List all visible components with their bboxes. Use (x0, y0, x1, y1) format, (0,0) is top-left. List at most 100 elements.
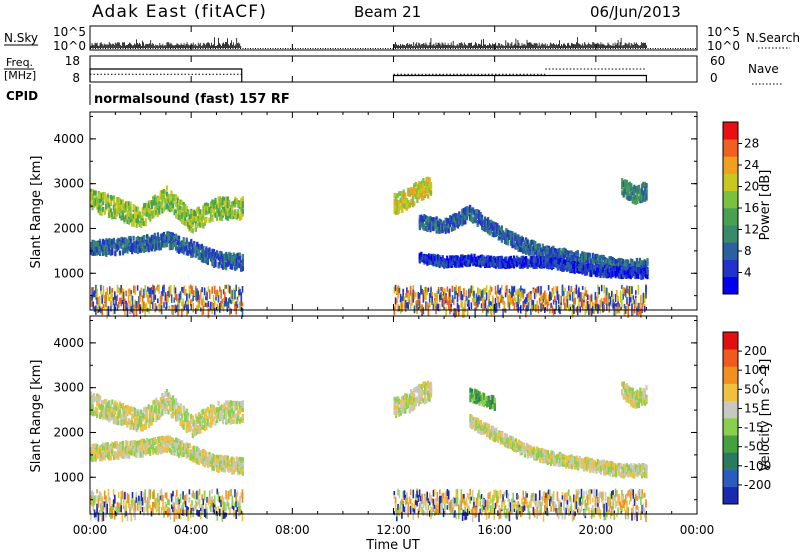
echo-band-f (621, 178, 648, 205)
y-tick-label: 3000 (53, 177, 84, 191)
beam-title: Beam 21 (354, 3, 421, 21)
power-y-ticks: 4000 3000 2000 1000 (53, 115, 697, 297)
colorbar-swatch (723, 383, 738, 402)
colorbar-tick-label: -15 (744, 421, 764, 435)
colorbar-swatch (723, 452, 738, 470)
colorbar-tick-label: -200 (744, 478, 771, 492)
colorbar-swatch (723, 225, 738, 243)
velocity-colorbar: 200 100 50 15 -15 -50 -100 -200 (722, 331, 771, 505)
colorbar-tick-label: -100 (744, 459, 771, 473)
nsearch-tick-top: 10^5 (707, 25, 740, 39)
colorbar-swatch (723, 173, 738, 192)
colorbar-swatch (723, 139, 738, 157)
colorbar-swatch (723, 276, 738, 295)
freq-label-2: [MHz] (4, 69, 36, 82)
nsky-tick-top: 10^5 (53, 25, 86, 39)
y-tick-label: 2000 (53, 221, 84, 235)
colorbar-swatch (723, 366, 738, 384)
colorbar-tick-label: 8 (744, 244, 752, 258)
power-y-label: Slant Range [km] (29, 156, 44, 269)
colorbar-swatch (723, 190, 738, 209)
near-range-echoes (90, 488, 647, 523)
colorbar-swatch (723, 400, 738, 419)
x-tick-label: 00:00 (73, 523, 108, 537)
freq-trace (89, 68, 648, 82)
nsearch-label: N.Search (746, 31, 800, 45)
x-tick-label: 08:00 (275, 523, 310, 537)
colorbar-tick-label: 28 (744, 137, 759, 151)
x-tick-label: 12:00 (376, 523, 411, 537)
echo-band-e (418, 251, 649, 280)
noise-panel: N.Sky 10^5 10^0 10^5 10^0 N.Search (4, 25, 800, 53)
velocity-colorbar-label: Velocity [m s^-1] (758, 359, 773, 472)
nsearch-tick-bottom: 10^0 (707, 39, 740, 53)
colorbar-swatch (723, 332, 738, 350)
colorbar-swatch (723, 435, 738, 453)
echo-band-f (621, 381, 648, 409)
colorbar-tick-label: 4 (744, 266, 752, 280)
nave-tick-bottom: 0 (710, 71, 718, 85)
colorbar-swatch (723, 208, 738, 226)
freq-tick-bottom: 8 (72, 71, 80, 85)
x-axis-ticks: 00:00 04:00 08:00 12:00 16:00 20:00 00:00 (73, 26, 715, 537)
y-tick-label: 1000 (53, 266, 84, 280)
echo-band-c (393, 176, 433, 215)
power-panel: 4000 3000 2000 1000 Slant Range [km] 28 24 20… (29, 111, 773, 319)
date-title: 06/Jun/2013 (590, 3, 681, 21)
y-tick-label: 2000 (53, 425, 84, 439)
colorbar-tick-label: 100 (744, 363, 767, 377)
colorbar-swatch (723, 259, 738, 278)
echo-band-b (90, 231, 244, 272)
y-tick-label: 4000 (53, 336, 84, 350)
velocity-panel: 4000 3000 2000 1000 Slant Range [km] 200 100… (29, 315, 773, 523)
colorbar-swatch (723, 486, 738, 505)
x-tick-label: 16:00 (477, 523, 512, 537)
colorbar-tick-label: -50 (744, 440, 764, 454)
y-tick-label: 3000 (53, 381, 84, 395)
colorbar-tick-label: 20 (744, 180, 759, 194)
echo-band-a (90, 185, 244, 234)
power-colorbar: 28 24 20 16 12 8 4 (722, 121, 759, 295)
echo-band-c (393, 380, 433, 418)
nave-label: Nave (748, 62, 779, 76)
echo-band-d (469, 414, 648, 479)
site-title: Adak East (fitACF) (92, 2, 267, 22)
colorbar-swatch (723, 242, 738, 260)
velocity-y-label: Slant Range [km] (29, 360, 44, 473)
colorbar-tick-label: 50 (744, 382, 759, 396)
colorbar-tick-label: 15 (744, 401, 759, 415)
freq-label-1: Freq. (6, 56, 33, 69)
x-tick-label: 20:00 (579, 523, 614, 537)
power-colorbar-label: Power [dB] (758, 170, 773, 241)
nsky-tick-bottom: 10^0 (53, 39, 86, 53)
nave-tick-top: 60 (710, 54, 725, 68)
colorbar-swatch (723, 349, 738, 367)
colorbar-tick-label: 16 (744, 201, 759, 215)
freq-step (89, 68, 243, 82)
velocity-field (90, 380, 648, 523)
x-axis-title: Time UT (365, 538, 419, 553)
colorbar-tick-label: 12 (744, 223, 759, 237)
near-range-echoes (90, 284, 647, 319)
y-tick-label: 4000 (53, 132, 84, 146)
colorbar-swatch (723, 469, 738, 488)
nsky-label: N.Sky (4, 31, 38, 45)
power-field (90, 176, 649, 319)
echo-band-g (469, 387, 496, 411)
colorbar-tick-label: 200 (744, 344, 767, 358)
freq-tick-top: 18 (65, 54, 80, 68)
freq-step (392, 74, 648, 82)
colorbar-swatch (723, 418, 738, 436)
echo-band-b (90, 435, 244, 476)
colorbar-swatch (723, 122, 738, 140)
cpid-label: CPID (6, 89, 38, 103)
y-tick-label: 1000 (53, 470, 84, 484)
cpid-text: normalsound (fast) 157 RF (94, 92, 290, 107)
echo-band-a (90, 389, 244, 439)
colorbar-swatch (723, 156, 738, 174)
x-tick-label: 04:00 (174, 523, 209, 537)
colorbar-tick-label: 24 (744, 158, 759, 172)
velocity-y-ticks: 4000 3000 2000 1000 (53, 319, 697, 501)
x-tick-label: 00:00 (680, 523, 715, 537)
